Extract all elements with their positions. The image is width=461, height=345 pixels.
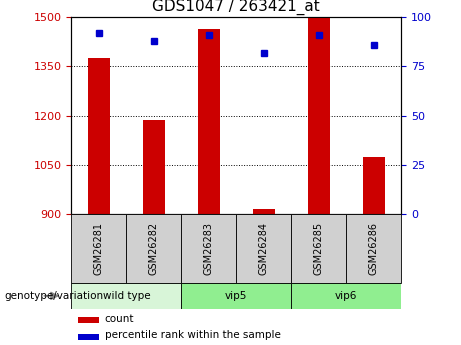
Text: vip5: vip5 — [225, 291, 248, 301]
Bar — [143, 120, 165, 214]
Text: GSM26281: GSM26281 — [94, 222, 104, 275]
Bar — [363, 157, 384, 214]
Text: GSM26284: GSM26284 — [259, 222, 269, 275]
Bar — [291, 214, 346, 283]
Bar — [307, 17, 330, 214]
Text: wild type: wild type — [103, 291, 150, 301]
Text: genotype/variation: genotype/variation — [5, 291, 104, 301]
Bar — [78, 334, 99, 340]
Bar — [198, 29, 220, 214]
Bar — [253, 209, 275, 214]
Bar — [71, 283, 181, 309]
Bar — [291, 283, 401, 309]
Bar — [346, 214, 401, 283]
Text: count: count — [105, 314, 134, 324]
Bar — [236, 214, 291, 283]
Bar — [71, 214, 126, 283]
Text: GSM26285: GSM26285 — [313, 222, 324, 275]
Text: GSM26282: GSM26282 — [149, 222, 159, 275]
Bar — [88, 58, 110, 214]
Text: GSM26286: GSM26286 — [369, 222, 378, 275]
Title: GDS1047 / 263421_at: GDS1047 / 263421_at — [153, 0, 320, 14]
Bar — [181, 214, 236, 283]
Bar — [78, 317, 99, 323]
Bar — [181, 283, 291, 309]
Text: vip6: vip6 — [335, 291, 357, 301]
Text: percentile rank within the sample: percentile rank within the sample — [105, 330, 281, 339]
Bar — [126, 214, 181, 283]
Text: GSM26283: GSM26283 — [204, 222, 214, 275]
